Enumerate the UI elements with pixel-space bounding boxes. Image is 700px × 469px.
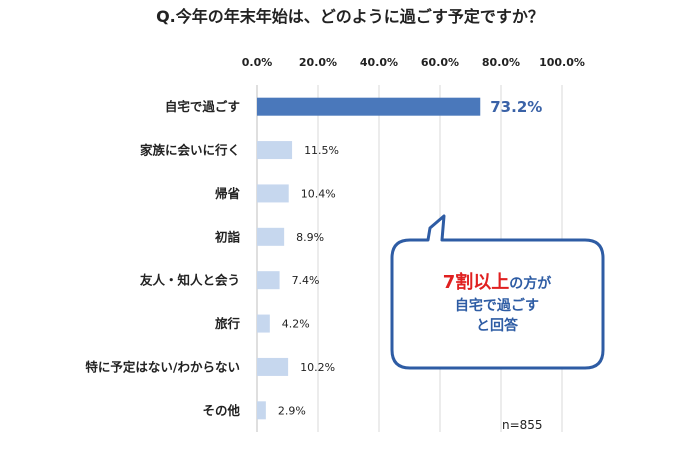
data-label: 8.9% [296, 231, 324, 244]
bar [257, 97, 481, 116]
bar [257, 357, 289, 376]
x-tick-label: 40.0% [360, 56, 398, 69]
category-label: 特に予定はない/わからない [85, 359, 240, 374]
category-label: 初詣 [215, 229, 241, 244]
bar [257, 401, 266, 420]
x-tick-label: 20.0% [299, 56, 337, 69]
sample-size-note: n=855 [502, 418, 543, 432]
bars [257, 97, 481, 420]
data-label: 10.2% [300, 361, 335, 374]
category-label: 自宅で過ごす [165, 99, 240, 114]
category-labels: 自宅で過ごす家族に会いに行く帰省初詣友人・知人と会う旅行特に予定はない/わからな… [85, 99, 240, 418]
data-label: 11.5% [304, 144, 339, 157]
callout-line-3: と回答 [476, 317, 519, 334]
bar [257, 314, 270, 333]
callout-line-2: 自宅で過ごす [455, 297, 539, 314]
value-labels: 73.2% 11.5% 10.4% 8.9% 7.4% 4.2% 10.2% 2.9% [278, 98, 542, 417]
data-label: 7.4% [292, 274, 320, 287]
callout-line-1: 7割以上の方が [443, 271, 553, 293]
callout-emphasis: 7割以上 [443, 271, 510, 293]
x-axis-ticks: 0.0% 20.0% 40.0% 60.0% 80.0% 100.0% [242, 56, 585, 69]
callout-bubble: 7割以上の方が 自宅で過ごす と回答 [390, 214, 605, 370]
x-tick-label: 60.0% [421, 56, 459, 69]
bar [257, 271, 280, 290]
bar [257, 184, 289, 203]
category-label: 家族に会いに行く [140, 143, 240, 158]
category-label: 友人・知人と会う [139, 273, 240, 288]
bar [257, 227, 285, 246]
chart-title: Q.今年の年末年始は、どのように過ごす予定ですか？ [156, 7, 544, 26]
category-label: その他 [202, 403, 240, 418]
category-label: 帰省 [215, 186, 241, 201]
data-label: 4.2% [282, 318, 310, 331]
callout-line-1-rest: の方が [509, 275, 552, 292]
data-label: 2.9% [278, 404, 306, 417]
data-label: 10.4% [301, 187, 336, 200]
data-label: 73.2% [490, 98, 542, 116]
callout-shape [390, 214, 605, 370]
x-tick-label: 80.0% [482, 56, 520, 69]
x-tick-label: 0.0% [242, 56, 273, 69]
category-label: 旅行 [214, 316, 241, 331]
x-tick-label: 100.0% [539, 56, 585, 69]
bar [257, 141, 293, 160]
